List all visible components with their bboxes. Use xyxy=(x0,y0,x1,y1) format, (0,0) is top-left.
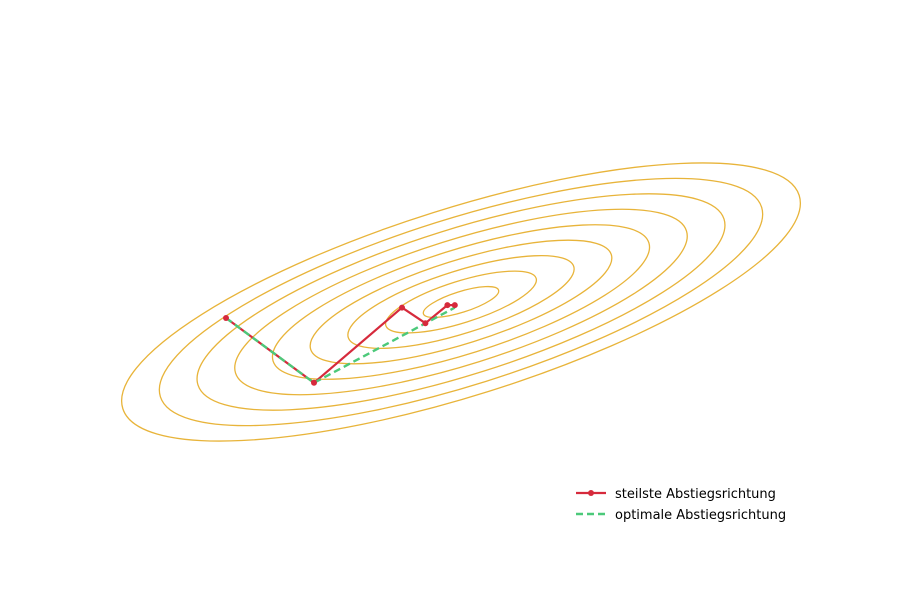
steepest-point-0 xyxy=(223,315,229,321)
legend-label-optimal: optimale Abstiegsrichtung xyxy=(615,508,786,523)
contour-level-9 xyxy=(120,162,802,442)
contour-level-8 xyxy=(158,177,764,427)
contour-level-7 xyxy=(196,193,726,411)
contour-level-4 xyxy=(309,239,613,365)
contour-level-1 xyxy=(422,285,500,319)
legend: steilste Abstiegsrichtung optimale Absti… xyxy=(576,487,786,523)
plot-series xyxy=(223,302,458,386)
steepest-point-1 xyxy=(311,379,317,386)
steepest-point-2 xyxy=(399,304,405,311)
steepest-point-3 xyxy=(422,320,429,327)
contour-level-6 xyxy=(234,208,688,396)
legend-marker-steepest xyxy=(588,490,594,496)
contour-level-5 xyxy=(271,224,651,380)
contour-lines xyxy=(120,162,802,442)
contour-level-3 xyxy=(347,254,575,350)
series-line-optimal xyxy=(225,306,456,384)
legend-label-steepest: steilste Abstiegsrichtung xyxy=(615,487,776,502)
contour-level-2 xyxy=(384,270,538,334)
steepest-point-4 xyxy=(444,302,451,309)
steepest-point-5 xyxy=(451,302,458,309)
